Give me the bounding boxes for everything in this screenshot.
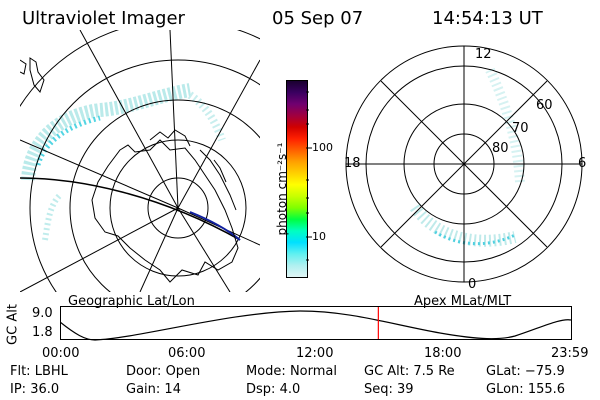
mlt-label-0: 0: [468, 277, 477, 292]
door-value: Open: [165, 364, 201, 379]
geographic-map: [20, 30, 260, 292]
time-tick-2359: 23:59: [551, 346, 589, 361]
mlat-label-60: 60: [536, 98, 553, 113]
glat-field: GLat: −75.9: [486, 364, 565, 379]
ip-value: 36.0: [30, 382, 60, 397]
altitude-tick-min: 1.8: [32, 325, 53, 340]
gain-field: Gain: 14: [126, 382, 181, 397]
time-tick-0000: 00:00: [42, 346, 80, 361]
seq-field: Seq: 39: [364, 382, 414, 397]
time-tick-0600: 06:00: [168, 346, 206, 361]
magnetic-polar-plot: [345, 45, 583, 283]
seq-value: 39: [397, 382, 414, 397]
colorbar-ticks: [306, 91, 312, 261]
magnetic-map-caption: Apex MLat/MLT: [414, 294, 512, 309]
altitude-axis-label: GC Alt: [5, 304, 21, 345]
time-tick-1800: 18:00: [424, 346, 462, 361]
glon-value: 155.6: [527, 382, 566, 397]
glon-field: GLon: 155.6: [486, 382, 566, 397]
glat-value: −75.9: [524, 364, 565, 379]
mode-field: Mode: Normal: [246, 364, 337, 379]
time-tick-1200: 12:00: [296, 346, 334, 361]
flt-field: Flt: LBHL: [10, 364, 68, 379]
dsp-field: Dsp: 4.0: [246, 382, 301, 397]
gc-alt-field: GC Alt: 7.5 Re: [364, 364, 455, 379]
altitude-plot: [60, 306, 572, 341]
colorbar-unit-label: photon cm⁻²s⁻¹: [275, 142, 289, 236]
gc-alt-value: 7.5 Re: [413, 364, 455, 379]
geographic-map-caption: Geographic Lat/Lon: [68, 294, 195, 309]
flt-value: LBHL: [34, 364, 68, 379]
instrument-title: Ultraviolet Imager: [22, 8, 185, 29]
gain-value: 14: [164, 382, 181, 397]
mlt-label-12: 12: [475, 47, 492, 62]
mlat-label-70: 70: [512, 121, 529, 136]
colorbar: [286, 80, 308, 278]
mode-value: Normal: [289, 364, 337, 379]
ip-field: IP: 36.0: [10, 382, 60, 397]
observation-time: 14:54:13 UT: [432, 8, 543, 29]
mlat-label-80: 80: [492, 141, 509, 156]
colorbar-tick-10: 10: [312, 230, 326, 243]
dsp-value: 4.0: [279, 382, 301, 397]
observation-date: 05 Sep 07: [272, 8, 364, 29]
door-field: Door: Open: [126, 364, 201, 379]
mlt-label-6: 6: [578, 156, 587, 171]
mlt-label-18: 18: [344, 156, 361, 171]
colorbar-tick-100: 100: [312, 141, 333, 154]
altitude-tick-max: 9.0: [32, 306, 53, 321]
